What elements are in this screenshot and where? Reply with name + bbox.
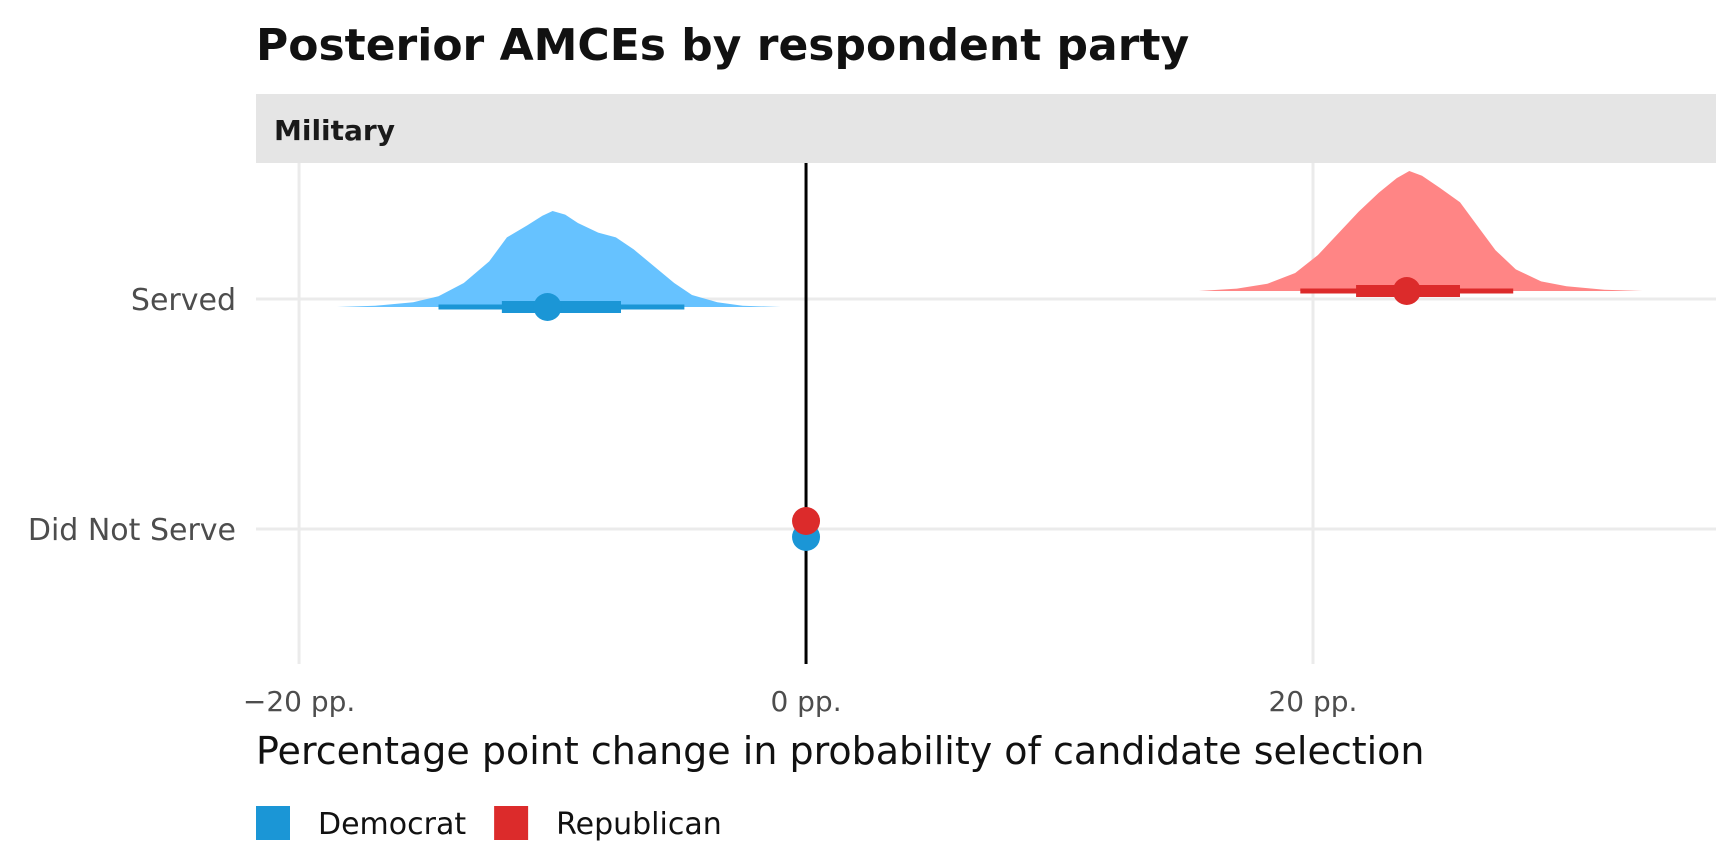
x-axis-title: Percentage point change in probability o… bbox=[256, 729, 1425, 773]
legend-label-democrat: Democrat bbox=[318, 807, 466, 842]
legend: Democrat Republican bbox=[256, 806, 722, 842]
point-republican-did-not-serve bbox=[792, 507, 821, 535]
grid-lines bbox=[256, 163, 1716, 664]
legend-swatch-democrat bbox=[256, 806, 290, 840]
point-layer bbox=[533, 277, 1421, 551]
y-tick-label-did-not-serve: Did Not Serve bbox=[28, 513, 236, 548]
point-republican-served bbox=[1392, 277, 1421, 305]
density-layer bbox=[337, 171, 1683, 307]
x-tick-label-2: 20 pp. bbox=[1268, 685, 1357, 718]
density-democrat-served bbox=[337, 211, 781, 307]
facet-strip bbox=[256, 94, 1716, 163]
density-republican-served bbox=[1198, 171, 1683, 291]
x-tick-label-1: 0 pp. bbox=[770, 685, 841, 718]
chart-title: Posterior AMCEs by respondent party bbox=[256, 20, 1189, 71]
x-axis-labels: −20 pp. 0 pp. 20 pp. bbox=[243, 685, 1358, 718]
x-tick-label-0: −20 pp. bbox=[243, 685, 355, 718]
y-tick-label-served: Served bbox=[131, 283, 236, 318]
legend-swatch-republican bbox=[494, 806, 529, 840]
point-democrat-served bbox=[533, 293, 562, 321]
facet-label: Military bbox=[274, 114, 395, 147]
y-axis-labels: Served Did Not Serve bbox=[28, 283, 236, 548]
legend-label-republican: Republican bbox=[556, 807, 722, 842]
